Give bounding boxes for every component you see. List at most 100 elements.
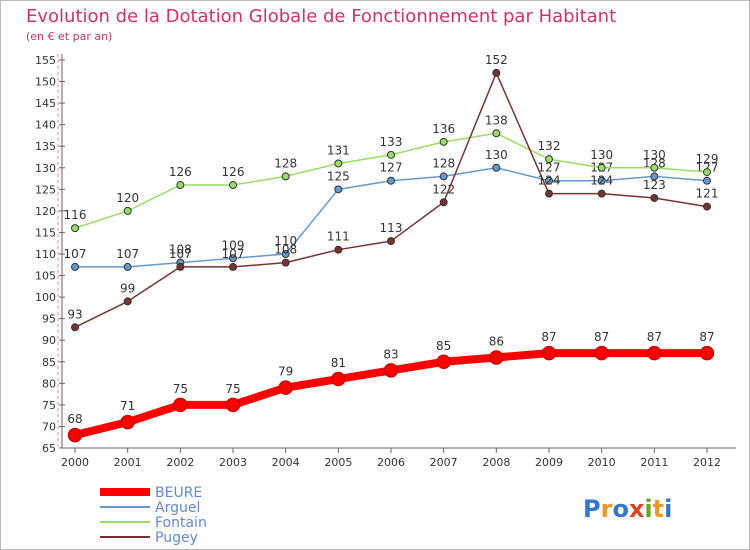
data-label: 130 bbox=[485, 148, 508, 162]
data-label: 125 bbox=[327, 169, 350, 183]
watermark-letter: t bbox=[653, 495, 664, 523]
data-point bbox=[123, 297, 132, 306]
data-label: 110 bbox=[274, 234, 297, 248]
y-tick-label: 110 bbox=[35, 248, 56, 261]
data-label: 99 bbox=[120, 281, 135, 295]
data-label: 126 bbox=[222, 165, 245, 179]
data-point bbox=[67, 427, 83, 443]
legend-item: BEURE bbox=[100, 485, 202, 501]
series-beure: 68 71 75 75 79 81 83 85 86 87 87 87 87 bbox=[67, 330, 715, 443]
data-point bbox=[545, 176, 553, 185]
y-tick-label: 70 bbox=[42, 420, 56, 433]
data-label: 131 bbox=[327, 143, 350, 157]
legend-item: Pugey bbox=[100, 530, 198, 546]
data-label: 68 bbox=[67, 412, 82, 426]
x-tick-label: 2010 bbox=[588, 456, 616, 469]
data-label: 107 bbox=[64, 247, 87, 261]
data-point bbox=[439, 137, 448, 146]
data-point bbox=[650, 172, 659, 181]
y-tick-label: 115 bbox=[35, 226, 56, 239]
data-point bbox=[489, 350, 504, 365]
watermark-letter: P bbox=[583, 495, 601, 523]
proxiti-logo: Proxiti bbox=[583, 495, 672, 523]
watermark-letter: r bbox=[601, 495, 613, 523]
x-tick-label: 2007 bbox=[430, 456, 458, 469]
data-point bbox=[229, 181, 237, 190]
x-tick-label: 2002 bbox=[166, 456, 194, 469]
watermark-letter: x bbox=[629, 495, 645, 523]
y-tick-label: 95 bbox=[42, 313, 56, 326]
data-point bbox=[334, 185, 343, 194]
series-fontain: 116 120 126 126 128 131 133 136 138 132 130 130 129 bbox=[64, 113, 718, 233]
data-label: 124 bbox=[590, 174, 613, 188]
data-label: 71 bbox=[120, 399, 135, 413]
data-point bbox=[594, 345, 609, 361]
data-point bbox=[383, 363, 399, 378]
data-point bbox=[597, 189, 606, 198]
y-tick-label: 130 bbox=[35, 162, 56, 175]
data-label: 136 bbox=[432, 122, 455, 136]
chart-title: Evolution de la Dotation Globale de Fonc… bbox=[26, 6, 616, 27]
y-tick-label: 140 bbox=[35, 119, 56, 132]
data-label: 87 bbox=[594, 330, 609, 344]
y-tick-label: 105 bbox=[35, 270, 56, 283]
x-tick-label: 2008 bbox=[482, 456, 510, 469]
data-point bbox=[173, 397, 188, 413]
watermark-letter: o bbox=[612, 495, 629, 523]
data-label: 107 bbox=[116, 247, 139, 261]
data-point bbox=[281, 250, 290, 258]
y-tick-label: 150 bbox=[35, 76, 56, 89]
legend-label: Pugey bbox=[155, 530, 198, 546]
data-point bbox=[334, 245, 343, 254]
data-label: 122 bbox=[432, 182, 455, 196]
x-tick-label: 2000 bbox=[61, 456, 89, 469]
x-tick-label: 2012 bbox=[693, 456, 721, 469]
y-tick-label: 80 bbox=[42, 377, 56, 390]
data-point bbox=[597, 163, 606, 172]
axes: 65 70 75 80 85 90 95 100 105 110 115 120 125 130 135 14… bbox=[35, 54, 736, 469]
y-tick-label: 85 bbox=[42, 356, 56, 369]
watermark-text: Proxiti bbox=[583, 495, 672, 523]
data-point bbox=[229, 262, 237, 271]
data-label: 128 bbox=[432, 156, 455, 170]
data-label: 128 bbox=[643, 156, 666, 170]
x-tick-label: 2004 bbox=[272, 456, 300, 469]
data-point bbox=[650, 193, 659, 202]
y-tick-label: 145 bbox=[35, 97, 56, 110]
data-label: 121 bbox=[696, 187, 719, 201]
data-label: 75 bbox=[225, 382, 240, 396]
data-point bbox=[703, 202, 711, 211]
y-tick-label: 125 bbox=[35, 183, 56, 196]
data-point bbox=[703, 168, 711, 177]
legend-label: BEURE bbox=[155, 485, 202, 501]
data-point bbox=[492, 129, 501, 138]
data-label: 79 bbox=[278, 365, 293, 379]
data-point bbox=[387, 176, 395, 185]
chart-subtitle: (en € et par an) bbox=[26, 30, 112, 43]
data-point bbox=[176, 181, 185, 190]
data-label: 130 bbox=[590, 148, 613, 162]
data-point bbox=[703, 176, 711, 185]
data-label: 111 bbox=[327, 230, 350, 244]
data-point bbox=[387, 150, 395, 159]
y-tick-label: 135 bbox=[35, 140, 56, 153]
data-point bbox=[120, 414, 135, 430]
data-label: 138 bbox=[485, 113, 508, 127]
data-point bbox=[439, 198, 448, 207]
data-point bbox=[278, 380, 293, 395]
data-point bbox=[229, 254, 237, 263]
data-point bbox=[123, 262, 132, 271]
data-label: 130 bbox=[643, 148, 666, 162]
data-point bbox=[71, 262, 79, 271]
data-label: 85 bbox=[436, 339, 451, 353]
legend-label: Fontain bbox=[155, 515, 207, 531]
y-tick-label: 120 bbox=[35, 205, 56, 218]
data-label: 81 bbox=[331, 356, 346, 370]
data-point bbox=[281, 172, 290, 181]
data-point bbox=[492, 68, 501, 77]
data-label: 126 bbox=[169, 165, 192, 179]
x-tick-label: 2011 bbox=[640, 456, 668, 469]
y-tick-label: 90 bbox=[42, 334, 56, 347]
x-tick-label: 2005 bbox=[324, 456, 352, 469]
